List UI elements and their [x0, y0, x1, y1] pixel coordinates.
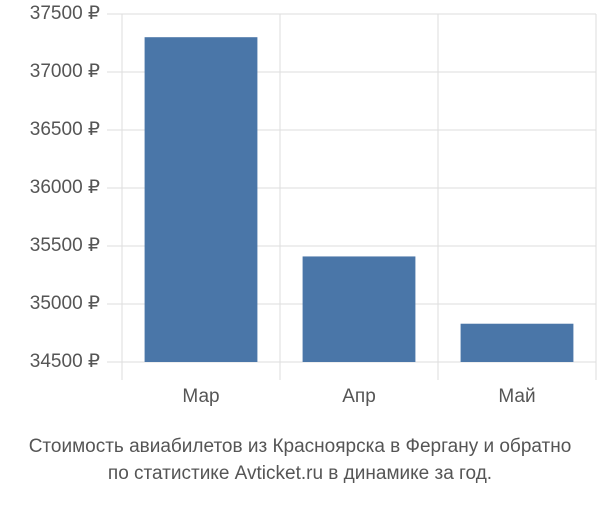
- x-tick-label: Май: [498, 386, 535, 407]
- y-tick-label: 36000 ₽: [30, 177, 100, 198]
- chart-title: по статистике Avticket.ru в динамике за …: [108, 463, 492, 484]
- x-tick-label: Апр: [342, 386, 376, 407]
- bar: [302, 256, 416, 362]
- bar: [460, 323, 574, 362]
- x-tick-label: Мар: [182, 386, 219, 407]
- y-tick-label: 34500 ₽: [30, 351, 100, 372]
- y-tick-label: 37500 ₽: [30, 3, 100, 24]
- y-tick-label: 35000 ₽: [30, 293, 100, 314]
- chart-title: Стоимость авиабилетов из Красноярска в Ф…: [29, 436, 572, 457]
- y-tick-label: 36500 ₽: [30, 119, 100, 140]
- y-tick-label: 35500 ₽: [30, 235, 100, 256]
- y-tick-label: 37000 ₽: [30, 61, 100, 82]
- bar: [144, 37, 258, 362]
